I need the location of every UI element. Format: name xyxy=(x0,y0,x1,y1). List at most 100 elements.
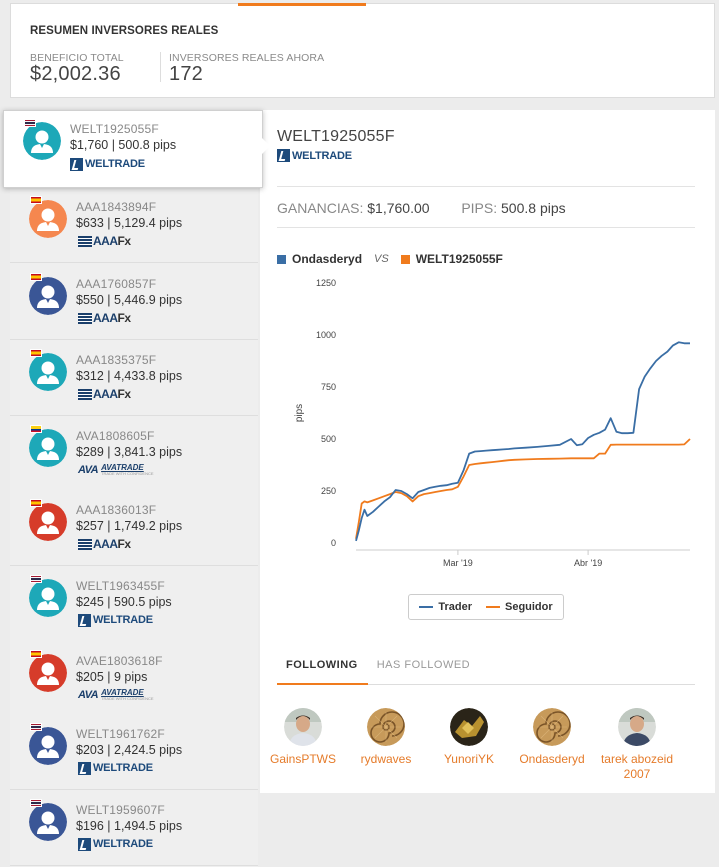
pips-label: PIPS: xyxy=(461,200,498,216)
trader-values: $312 | 4,433.8 pips xyxy=(76,369,183,383)
follower-item[interactable]: GainsPTWS xyxy=(261,708,345,767)
broker-name: AAAFx xyxy=(93,234,131,248)
trader-broker-logo: AVA AVATRADE TRADE WITH CONFIDENCE xyxy=(78,463,154,477)
real-investors-value: 172 xyxy=(169,63,203,85)
follower-item[interactable]: Ondasderyd xyxy=(510,708,594,767)
detail-broker-name: WELTRADE xyxy=(292,149,352,162)
aaafx-logo: AAAFx xyxy=(78,537,131,551)
total-profit-stat: BENEFICIO TOTAL $2,002.36 xyxy=(30,52,124,86)
trader-broker-logo: AVA AVATRADE TRADE WITH CONFIDENCE xyxy=(78,688,154,702)
country-flag-icon xyxy=(30,425,42,433)
tab-has-followed[interactable]: HAS FOLLOWED xyxy=(376,659,471,671)
trader-list-item[interactable]: WELT1961762F $203 | 2,424.5 pips WELTRADE xyxy=(10,714,258,790)
follower-name[interactable]: rydwaves xyxy=(360,752,412,766)
follower-avatar[interactable] xyxy=(618,708,656,746)
detail-title: WELT1925055F xyxy=(277,128,395,145)
weltrade-logo: WELTRADE xyxy=(70,157,145,171)
follower-avatar[interactable] xyxy=(367,708,405,746)
trader-avatar xyxy=(23,122,61,160)
trader-series-line xyxy=(355,341,690,542)
aaafx-logo-icon xyxy=(78,235,92,247)
trader-list-item[interactable]: AAA1760857F $550 | 5,446.9 pips AAAFx xyxy=(10,264,258,340)
trader-list-item[interactable]: AVAE1803618F $205 | 9 pips AVA AVATRADE TRAD… xyxy=(10,641,258,717)
follower-avatar[interactable] xyxy=(533,708,571,746)
trader-values: $633 | 5,129.4 pips xyxy=(76,216,183,230)
trader-id: WELT1925055F xyxy=(70,122,159,136)
broker-name: AVATRADE xyxy=(101,688,144,697)
aaafx-logo-icon xyxy=(78,388,92,400)
weltrade-logo: WELTRADE xyxy=(78,613,153,627)
trader-values: $289 | 3,841.3 pips xyxy=(76,445,183,459)
trader-legend-line xyxy=(419,606,434,608)
trader-list-item[interactable]: WELT1925055F $1,760 | 500.8 pips WELTRADE xyxy=(3,110,270,188)
total-profit-label: BENEFICIO TOTAL xyxy=(30,52,124,64)
follower-name[interactable]: YunoriYK xyxy=(443,752,495,766)
follower-item[interactable]: rydwaves xyxy=(344,708,428,767)
trader-list-item[interactable]: WELT1959607F $196 | 1,494.5 pips WELTRADE xyxy=(10,790,258,866)
trader-broker-logo: WELTRADE xyxy=(78,613,153,627)
trader-broker-logo: WELTRADE xyxy=(70,157,145,171)
follower-legend-line xyxy=(485,606,500,608)
stat-divider xyxy=(160,52,161,82)
trader-avatar xyxy=(29,429,67,467)
summary-accent-bar xyxy=(238,3,366,6)
pips-value: 500.8 pips xyxy=(501,200,566,216)
followers-list: GainsPTWS rydwaves YunoriYK Ondasderyd tarek… xyxy=(270,708,697,788)
trader-broker-logo: WELTRADE xyxy=(78,837,153,851)
follower-name[interactable]: tarek abozeid 2007 xyxy=(600,752,674,781)
tab-following[interactable]: FOLLOWING xyxy=(277,655,368,685)
follower-avatar[interactable] xyxy=(450,708,488,746)
weltrade-logo-icon xyxy=(70,157,83,171)
y-tick-label: 250 xyxy=(321,486,336,496)
real-investors-label: INVERSORES REALES AHORA xyxy=(169,52,325,64)
country-flag-icon xyxy=(24,119,36,127)
trader-id: AVAE1803618F xyxy=(76,654,163,668)
aaafx-logo-icon xyxy=(78,312,92,324)
trader-values: $550 | 5,446.9 pips xyxy=(76,293,183,307)
trader-list-item[interactable]: AAA1835375F $312 | 4,433.8 pips AAAFx xyxy=(10,340,258,416)
follower-item[interactable]: tarek abozeid 2007 xyxy=(595,708,679,782)
aaafx-logo: AAAFx xyxy=(78,387,131,401)
follower-avatar[interactable] xyxy=(284,708,322,746)
follower-name[interactable]: Ondasderyd xyxy=(519,752,585,766)
country-flag-icon xyxy=(30,196,42,204)
follower-swatch xyxy=(400,254,410,264)
trader-values: $196 | 1,494.5 pips xyxy=(76,819,183,833)
avatrade-logo: AVA AVATRADE TRADE WITH CONFIDENCE xyxy=(78,688,154,702)
legend-item-trader[interactable]: Trader xyxy=(419,601,472,613)
trader-list-item[interactable]: AVA1808605F $289 | 3,841.3 pips AVA AVATRAD… xyxy=(10,416,258,492)
trader-swatch xyxy=(277,254,286,264)
trader-list-item[interactable]: AAA1836013F $257 | 1,749.2 pips AAAFx xyxy=(10,490,258,566)
divider xyxy=(277,186,695,187)
trader-broker-logo: AAAFx xyxy=(78,311,131,325)
broker-name: WELTRADE xyxy=(93,762,153,774)
broker-name: WELTRADE xyxy=(85,158,145,170)
country-flag-icon xyxy=(30,349,42,357)
weltrade-logo-icon xyxy=(78,837,91,851)
weltrade-logo-icon xyxy=(78,613,91,627)
avatrade-logo: AVA AVATRADE TRADE WITH CONFIDENCE xyxy=(78,464,154,477)
y-axis-label: pips xyxy=(294,404,305,422)
trader-avatar xyxy=(29,727,67,765)
legend-item-follower[interactable]: Seguidor xyxy=(485,601,553,613)
earnings-label: GANANCIAS: xyxy=(277,200,364,216)
compare-left-name: Ondasderyd xyxy=(292,252,363,266)
trader-list-item[interactable]: AAA1843894F $633 | 5,129.4 pips AAAFx xyxy=(10,187,258,263)
avatrade-logo-mark: AVA xyxy=(78,689,99,701)
y-tick-label: 1250 xyxy=(316,278,336,288)
broker-name: WELTRADE xyxy=(93,614,153,626)
y-tick-label: 1000 xyxy=(316,330,336,340)
trader-avatar xyxy=(29,503,67,541)
follower-item[interactable]: YunoriYK xyxy=(427,708,511,767)
compare-right-name: WELT1925055F xyxy=(415,252,503,266)
broker-name: AAAFx xyxy=(93,387,131,401)
trader-broker-logo: AAAFx xyxy=(78,387,131,401)
country-flag-icon xyxy=(30,499,42,507)
follower-name[interactable]: GainsPTWS xyxy=(269,752,336,766)
broker-name: AAAFx xyxy=(93,537,131,551)
trader-id: AAA1835375F xyxy=(76,353,157,367)
country-flag-icon xyxy=(30,575,42,583)
trader-list-item[interactable]: WELT1963455F $245 | 590.5 pips WELTRADE xyxy=(10,566,258,642)
